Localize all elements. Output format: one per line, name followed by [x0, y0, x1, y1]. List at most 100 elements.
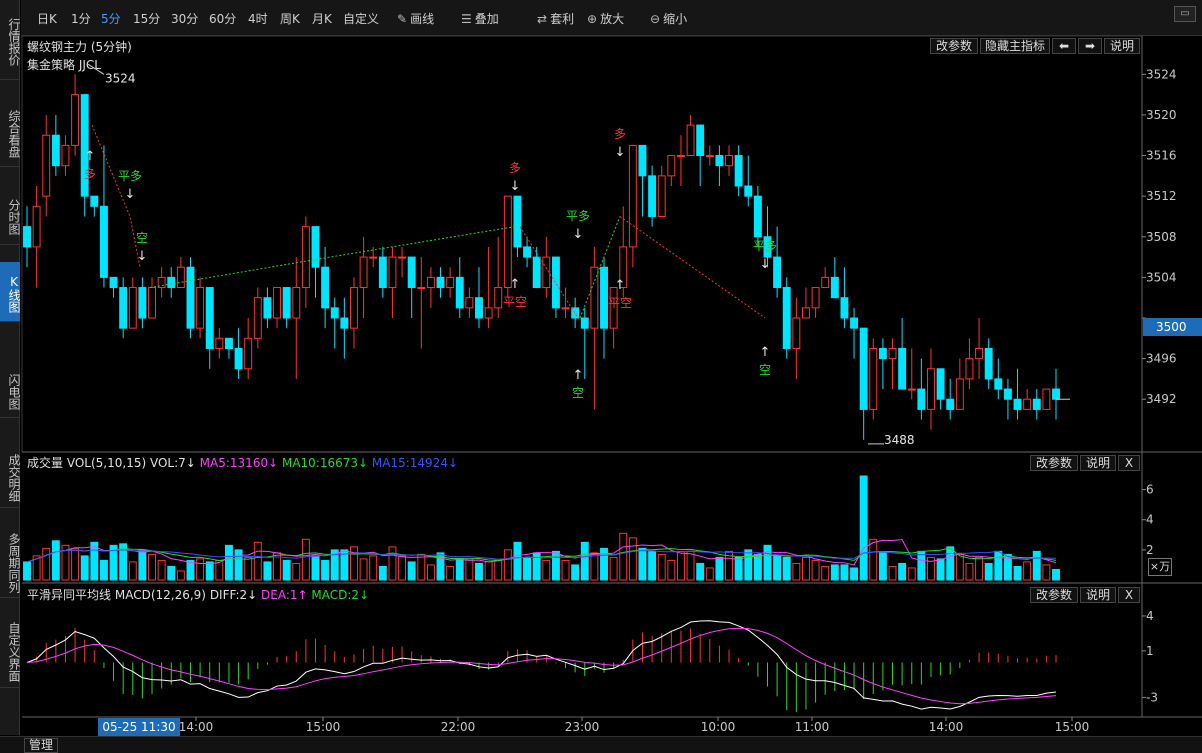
- period-30min[interactable]: 30分: [171, 12, 199, 26]
- period-15min[interactable]: 15分: [133, 12, 161, 26]
- volume-bar: [71, 547, 80, 581]
- candle-body: [23, 226, 31, 248]
- candle-body: [975, 347, 984, 360]
- period-60min[interactable]: 60分: [209, 12, 237, 26]
- candle-body: [676, 155, 685, 158]
- strategy-connector: [149, 226, 516, 289]
- candle-body: [369, 256, 378, 259]
- volume-bar: [417, 553, 426, 581]
- volume-bar: [321, 559, 330, 581]
- volume-tick-label: 4: [1146, 513, 1154, 527]
- nav-custom-layout[interactable]: 自定义界面: [0, 612, 21, 688]
- candle-body: [532, 256, 541, 289]
- candle-body: [330, 307, 339, 319]
- zoom-out-button[interactable]: ⊖ 缩小: [650, 10, 687, 27]
- volume-help-button[interactable]: 说明: [1080, 455, 1116, 471]
- volume-ma5: MA5:13160↓: [199, 456, 279, 470]
- volume-bar: [23, 561, 31, 581]
- nav-quotes[interactable]: 行情报价: [0, 0, 21, 80]
- volume-bar: [821, 565, 830, 581]
- nav-multi-period[interactable]: 多周期同列: [0, 524, 21, 598]
- next-indicator-button[interactable]: ➡: [1078, 38, 1102, 54]
- volume-bar: [994, 550, 1003, 581]
- nav-overview[interactable]: 综合看盘: [0, 97, 21, 167]
- volume-bar: [42, 547, 51, 581]
- candle-body: [128, 287, 137, 329]
- volume-bar: [1003, 553, 1012, 581]
- minimize-button[interactable]: ▭: [1174, 6, 1196, 22]
- period-week[interactable]: 周K: [280, 12, 300, 26]
- volume-params-button[interactable]: 改参数: [1030, 455, 1078, 471]
- manage-button[interactable]: 管理: [24, 738, 59, 753]
- volume-bar: [917, 550, 926, 581]
- arbitrage-button[interactable]: ⇄ 套利: [537, 10, 574, 27]
- price-params-button[interactable]: 改参数: [930, 38, 978, 54]
- volume-bar: [696, 562, 705, 581]
- volume-tick-label: 6: [1146, 483, 1154, 497]
- zoom-in-button[interactable]: ⊕ 放大: [587, 10, 624, 27]
- volume-close-button[interactable]: X: [1118, 455, 1140, 471]
- volume-bar: [465, 558, 474, 581]
- volume-bar: [975, 556, 984, 581]
- x-axis-label: 14:00: [929, 720, 964, 734]
- candle-body: [455, 276, 464, 309]
- candle-body: [71, 94, 80, 146]
- period-month[interactable]: 月K: [312, 12, 332, 26]
- draw-line-button[interactable]: ✎ 画线: [397, 10, 434, 27]
- nav-kline[interactable]: K线图: [0, 262, 21, 322]
- volume-bar: [196, 558, 205, 581]
- price-tick-label: 3516: [1146, 149, 1177, 163]
- candle-body: [1052, 388, 1060, 400]
- arbitrage-label: 套利: [550, 12, 575, 26]
- candle-body: [705, 155, 714, 158]
- overlay-button[interactable]: ☰ 叠加: [461, 10, 499, 27]
- signal-arrow-down: ↓: [510, 179, 521, 194]
- volume-bar: [753, 553, 762, 581]
- candle-body: [196, 287, 205, 329]
- candle-body: [609, 287, 618, 329]
- period-day[interactable]: 日K: [37, 12, 57, 26]
- nav-trades[interactable]: 成交明细: [0, 444, 21, 508]
- volume-bar: [657, 553, 666, 581]
- volume-unit[interactable]: ×万: [1148, 558, 1172, 576]
- macd-help-button[interactable]: 说明: [1080, 587, 1116, 603]
- price-help-button[interactable]: 说明: [1104, 38, 1140, 54]
- period-custom[interactable]: 自定义: [343, 12, 380, 26]
- volume-bar: [311, 555, 320, 581]
- nav-lightning[interactable]: 闪电图: [0, 362, 21, 418]
- period-4hour[interactable]: 4时: [248, 12, 268, 26]
- x-axis-label: 10:00: [701, 720, 736, 734]
- volume-bar: [590, 552, 599, 581]
- zoom-out-icon: ⊖: [650, 12, 661, 26]
- signal-arrow-up: ↑: [510, 277, 521, 292]
- volume-bar: [792, 562, 801, 581]
- candle-body: [157, 276, 166, 289]
- signal-label-duo: 多: [84, 167, 96, 181]
- price-tick-label: 3524: [1146, 67, 1177, 81]
- candle-body: [686, 124, 695, 157]
- volume-bar: [388, 546, 397, 581]
- volume-bar: [802, 556, 810, 581]
- macd-indicator-title: 平滑异同平均线 MACD(12,26,9) DIFF:2↓ DEA:1↑ MAC…: [27, 586, 369, 603]
- volume-bar: [330, 549, 339, 581]
- macd-params-button[interactable]: 改参数: [1030, 587, 1078, 603]
- signal-arrow-down: ↓: [615, 145, 626, 160]
- volume-bar: [138, 549, 147, 581]
- hide-main-indicator-button[interactable]: 隐藏主指标: [980, 38, 1050, 54]
- candle-body: [802, 307, 810, 319]
- candle-body: [51, 134, 60, 167]
- macd-close-button[interactable]: X: [1118, 587, 1140, 603]
- volume-bar: [628, 537, 637, 581]
- volume-bar: [263, 561, 272, 581]
- volume-bar: [638, 547, 647, 581]
- nav-timeshare[interactable]: 分时图: [0, 185, 21, 245]
- candle-body: [282, 287, 291, 319]
- candle-body: [253, 297, 262, 339]
- period-1min[interactable]: 1分: [71, 12, 91, 26]
- candle-body: [1013, 398, 1022, 410]
- signal-label-kong: 空: [136, 231, 148, 245]
- signal-label-duo: 多: [614, 127, 626, 141]
- period-5min[interactable]: 5分: [101, 12, 121, 26]
- candle-body: [571, 307, 580, 319]
- prev-indicator-button[interactable]: ⬅: [1052, 38, 1076, 54]
